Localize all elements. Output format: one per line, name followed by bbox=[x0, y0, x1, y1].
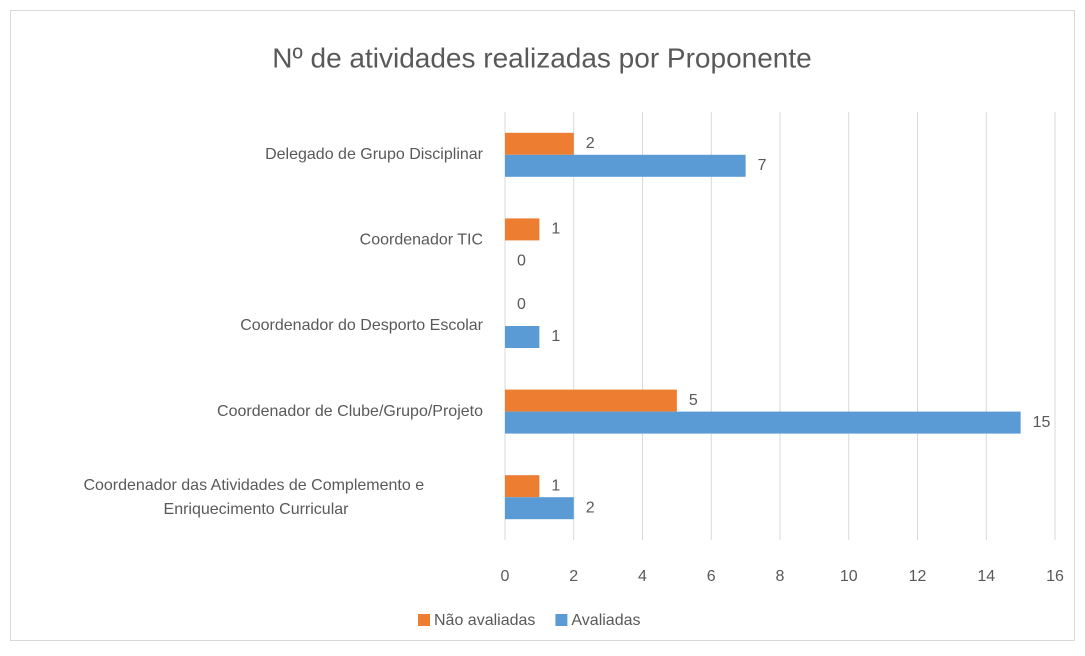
y-tick-label: Coordenador das Atividades de Complement… bbox=[83, 477, 428, 518]
bar bbox=[505, 475, 540, 498]
data-label: 1 bbox=[551, 477, 560, 494]
y-tick-label: Coordenador do Desporto Escolar bbox=[240, 317, 483, 334]
legend-swatch bbox=[555, 614, 568, 626]
chart-border bbox=[10, 10, 1075, 641]
bar bbox=[505, 389, 677, 412]
data-label: 1 bbox=[551, 328, 560, 345]
x-tick-label: 16 bbox=[1046, 568, 1064, 585]
bar bbox=[505, 497, 574, 520]
bar bbox=[505, 326, 540, 348]
legend-label: Não avaliadas bbox=[434, 612, 535, 629]
data-label: 5 bbox=[689, 392, 698, 409]
data-label: 2 bbox=[586, 135, 595, 152]
data-label: 7 bbox=[758, 157, 767, 174]
x-tick-label: 4 bbox=[638, 568, 647, 585]
data-label: 2 bbox=[586, 499, 595, 516]
bar bbox=[505, 218, 540, 241]
x-tick-label: 6 bbox=[707, 568, 716, 585]
label-line: Enriquecimento Curricular bbox=[164, 501, 350, 518]
x-tick-label: 12 bbox=[909, 568, 927, 585]
y-tick-label: Coordenador TIC bbox=[360, 232, 483, 249]
data-label: 0 bbox=[517, 296, 526, 313]
data-label: 1 bbox=[551, 221, 560, 238]
data-label: 0 bbox=[517, 253, 526, 270]
chart-title: Nº de atividades realizadas por Proponen… bbox=[272, 42, 811, 73]
y-tick-label: Delegado de Grupo Disciplinar bbox=[265, 146, 484, 163]
data-label: 15 bbox=[1033, 414, 1051, 431]
legend-label: Avaliadas bbox=[571, 612, 640, 629]
y-tick-label: Coordenador de Clube/Grupo/Projeto bbox=[217, 403, 483, 420]
bar bbox=[505, 132, 574, 155]
label-line: Coordenador das Atividades de Complement… bbox=[83, 477, 428, 494]
x-tick-label: 0 bbox=[501, 568, 510, 585]
x-tick-label: 8 bbox=[776, 568, 785, 585]
bar bbox=[505, 154, 746, 177]
x-tick-label: 2 bbox=[569, 568, 578, 585]
bar bbox=[505, 411, 1021, 434]
x-tick-label: 10 bbox=[840, 568, 858, 585]
x-tick-label: 14 bbox=[977, 568, 995, 585]
legend-swatch bbox=[418, 614, 430, 626]
